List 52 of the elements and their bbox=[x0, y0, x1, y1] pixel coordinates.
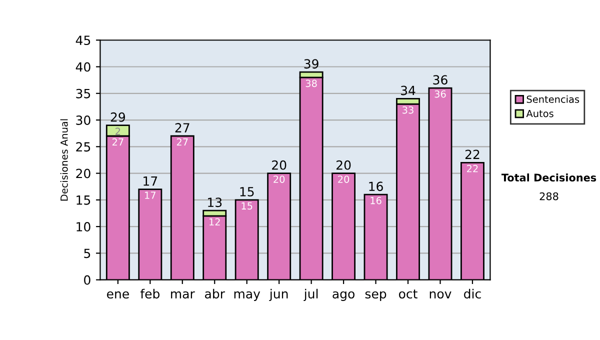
y-tick-label: 30 bbox=[76, 115, 90, 125]
y-tick-label: 45 bbox=[76, 36, 90, 46]
data-label: 38 bbox=[306, 80, 317, 88]
total-label: 34 bbox=[401, 86, 416, 96]
y-tick-label: 10 bbox=[76, 222, 90, 232]
total-label: 39 bbox=[304, 59, 318, 69]
data-label: 36 bbox=[434, 90, 446, 98]
x-tick-label: feb bbox=[140, 288, 160, 299]
x-tick-label: ene bbox=[106, 291, 129, 299]
x-tick-label: nov bbox=[430, 291, 452, 299]
y-tick-label: 35 bbox=[76, 88, 90, 98]
data-label: 15 bbox=[242, 202, 252, 210]
total-label: 17 bbox=[144, 176, 158, 186]
data-label: 20 bbox=[274, 176, 285, 183]
total-label: 16 bbox=[369, 182, 383, 192]
total-label: 22 bbox=[465, 150, 480, 159]
total-label: 20 bbox=[272, 160, 286, 170]
text: Total Decisiones bbox=[501, 173, 596, 182]
data-label: 16 bbox=[370, 196, 382, 204]
data-label: 17 bbox=[145, 192, 156, 199]
x-tick-label: mar bbox=[171, 291, 195, 299]
y-tick-label: 40 bbox=[76, 62, 90, 72]
data-label: 33 bbox=[402, 106, 414, 114]
data-label: 20 bbox=[338, 176, 350, 183]
total-label: 13 bbox=[208, 198, 222, 208]
x-tick-label: dic bbox=[464, 288, 481, 299]
x-tick-label: ago bbox=[332, 291, 354, 301]
y-tick-label: 0 bbox=[84, 275, 90, 285]
text: 288 bbox=[540, 192, 558, 200]
y-tick-label: 15 bbox=[76, 196, 90, 205]
total-label: 27 bbox=[175, 123, 190, 132]
x-tick-label: oct bbox=[398, 290, 418, 299]
y-axis-title: Decisiones Anual bbox=[60, 119, 68, 201]
y-tick-label: 25 bbox=[76, 142, 90, 152]
x-tick-label: abr bbox=[205, 288, 225, 299]
data-label: 22 bbox=[467, 164, 478, 172]
x-tick-label: may bbox=[234, 291, 260, 301]
legend-label: Sentencias bbox=[526, 95, 580, 103]
data-label: 12 bbox=[210, 218, 220, 226]
total-label: 36 bbox=[433, 75, 448, 85]
total-label: 15 bbox=[240, 187, 254, 196]
y-tick-label: 5 bbox=[84, 248, 90, 258]
x-tick-label: sep bbox=[365, 291, 386, 301]
legend-label: Autos bbox=[526, 110, 554, 118]
y-tick-label: 20 bbox=[76, 168, 90, 178]
total-label: 29 bbox=[110, 112, 125, 122]
total-label: 20 bbox=[336, 160, 351, 170]
x-tick-label: jun bbox=[269, 288, 288, 301]
x-tick-label: jul bbox=[304, 288, 318, 301]
data-label: 27 bbox=[112, 138, 124, 146]
data-label: 2 bbox=[116, 128, 120, 135]
data-label: 27 bbox=[176, 138, 188, 146]
